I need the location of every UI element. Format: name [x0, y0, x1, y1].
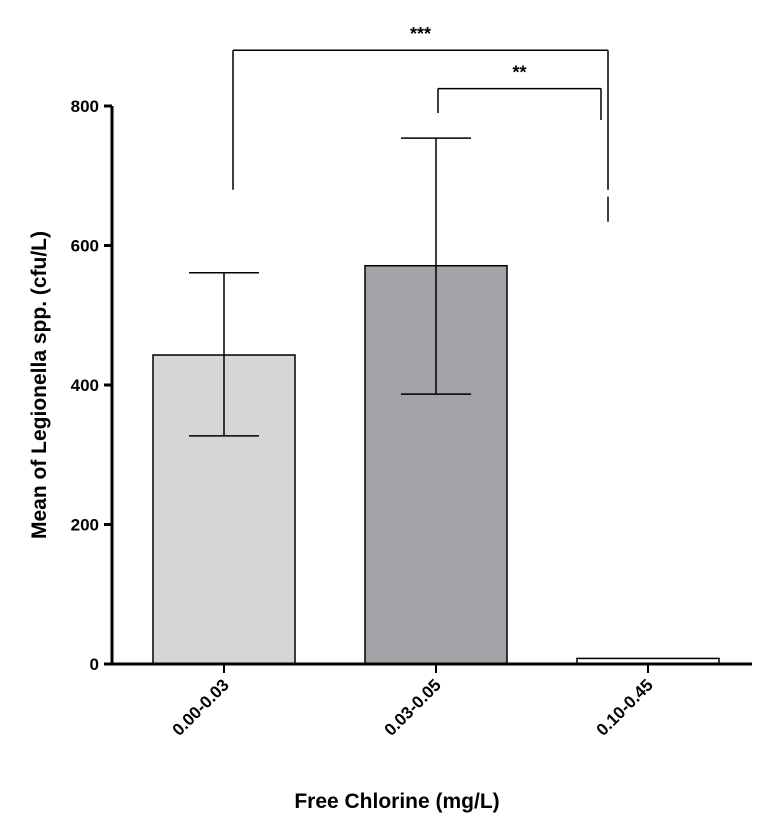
x-axis-title: Free Chlorine (mg/L) — [294, 790, 499, 813]
x-ticks-layer: 0.00-0.03 0.03-0.05 0.10-0.45 — [169, 664, 657, 740]
y-tick-label-3: 600 — [71, 237, 99, 256]
y-tick-label-4: 800 — [71, 97, 99, 116]
x-tick-label-0: 0.00-0.03 — [169, 675, 233, 739]
sig-label-1: ** — [512, 63, 526, 83]
y-tick-label-0: 0 — [90, 655, 99, 674]
y-tick-label-2: 400 — [71, 376, 99, 395]
sig-label-0: *** — [410, 24, 431, 44]
error-bars-layer — [189, 137, 471, 437]
significance-layer: ***** — [232, 24, 609, 222]
y-axis-title: Mean of Legionella spp. (cfu/L) — [28, 231, 51, 539]
x-tick-label-2: 0.10-0.45 — [593, 675, 657, 739]
x-tick-label-1: 0.03-0.05 — [381, 675, 445, 739]
y-tick-label-1: 200 — [71, 516, 99, 535]
y-ticks-layer: 0 200 400 600 800 — [71, 97, 112, 674]
